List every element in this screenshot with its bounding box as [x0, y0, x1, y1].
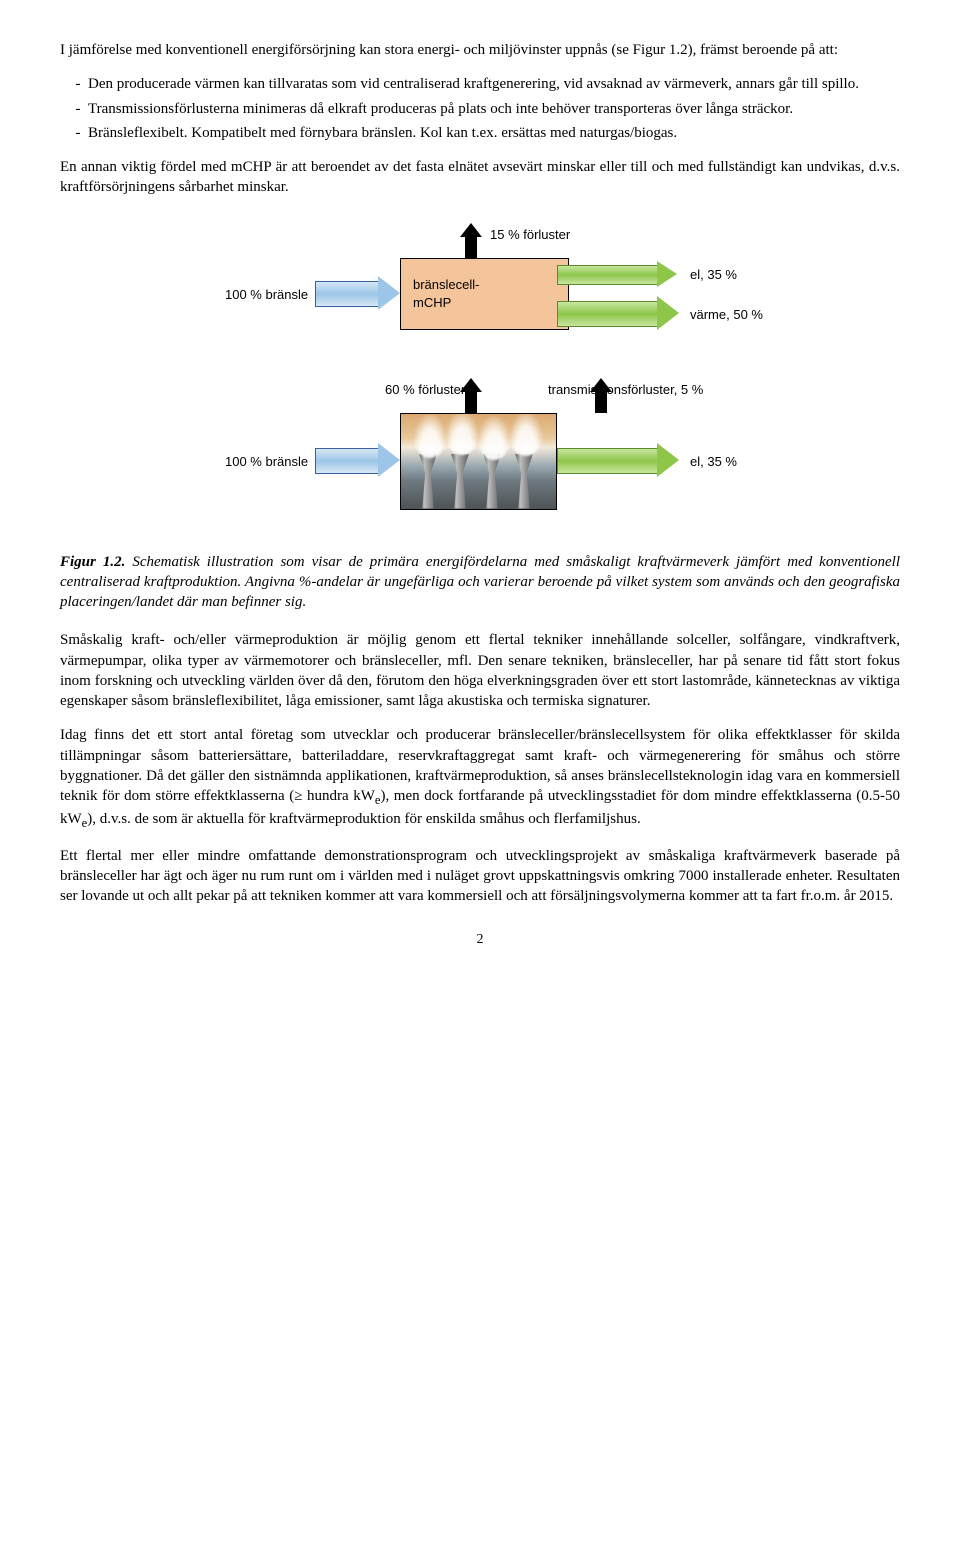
paragraph-demonstration: Ett flertal mer eller mindre omfattande …: [60, 846, 900, 907]
label-losses-top: 15 % förluster: [490, 226, 570, 244]
diagram-conventional: 60 % förluster transmissionsförluster, 5…: [160, 373, 800, 528]
intro-paragraph: I jämförelse med konventionell energiför…: [60, 40, 900, 60]
caption-label: Figur 1.2.: [60, 554, 125, 570]
arrow-el-out-icon: [557, 261, 677, 287]
paragraph-companies: Idag finns det ett stort antal företag s…: [60, 725, 900, 832]
bullet-item: Transmissionsförlusterna minimeras då el…: [88, 99, 900, 119]
bullet-list: Den producerade värmen kan tillvaratas s…: [60, 74, 900, 143]
mchp-box-line1: bränslecell-: [413, 276, 568, 294]
label-losses60: 60 % förluster: [385, 381, 465, 399]
label-transmission: transmissionsförluster, 5 %: [548, 381, 703, 399]
arrow-heat-out-icon: [557, 296, 677, 330]
bullet-item: Den producerade värmen kan tillvaratas s…: [88, 74, 900, 94]
label-el-out-2: el, 35 %: [690, 453, 737, 471]
p4-part-c: ), d.v.s. de som är aktuella för kraftvä…: [87, 811, 640, 827]
label-el-out: el, 35 %: [690, 266, 737, 284]
label-fuel-in-2: 100 % bränsle: [225, 453, 308, 471]
label-fuel-in: 100 % bränsle: [225, 286, 308, 304]
arrow-fuel-in-2-icon: [315, 443, 400, 477]
caption-text: Schematisk illustration som visar de pri…: [60, 554, 900, 611]
paragraph-advantage: En annan viktig fördel med mCHP är att b…: [60, 157, 900, 198]
arrow-fuel-in-icon: [315, 276, 400, 310]
page-number: 2: [60, 931, 900, 950]
arrow-el-out-2-icon: [557, 443, 677, 477]
powerplant-photo: [400, 413, 557, 510]
mchp-box-line2: mCHP: [413, 294, 568, 312]
diagram-mchp: 15 % förluster 100 % bränsle bränslecell…: [160, 218, 800, 373]
figure-caption: Figur 1.2. Schematisk illustration som v…: [60, 552, 900, 613]
mchp-box: bränslecell- mCHP: [400, 258, 569, 330]
figure-1-2: 15 % förluster 100 % bränsle bränslecell…: [60, 218, 900, 528]
bullet-item: Bränsleflexibelt. Kompatibelt med förnyb…: [88, 123, 900, 143]
paragraph-tech: Småskalig kraft- och/eller värmeprodukti…: [60, 630, 900, 711]
label-heat-out: värme, 50 %: [690, 306, 763, 324]
arrow-losses-up-icon: [460, 223, 482, 258]
